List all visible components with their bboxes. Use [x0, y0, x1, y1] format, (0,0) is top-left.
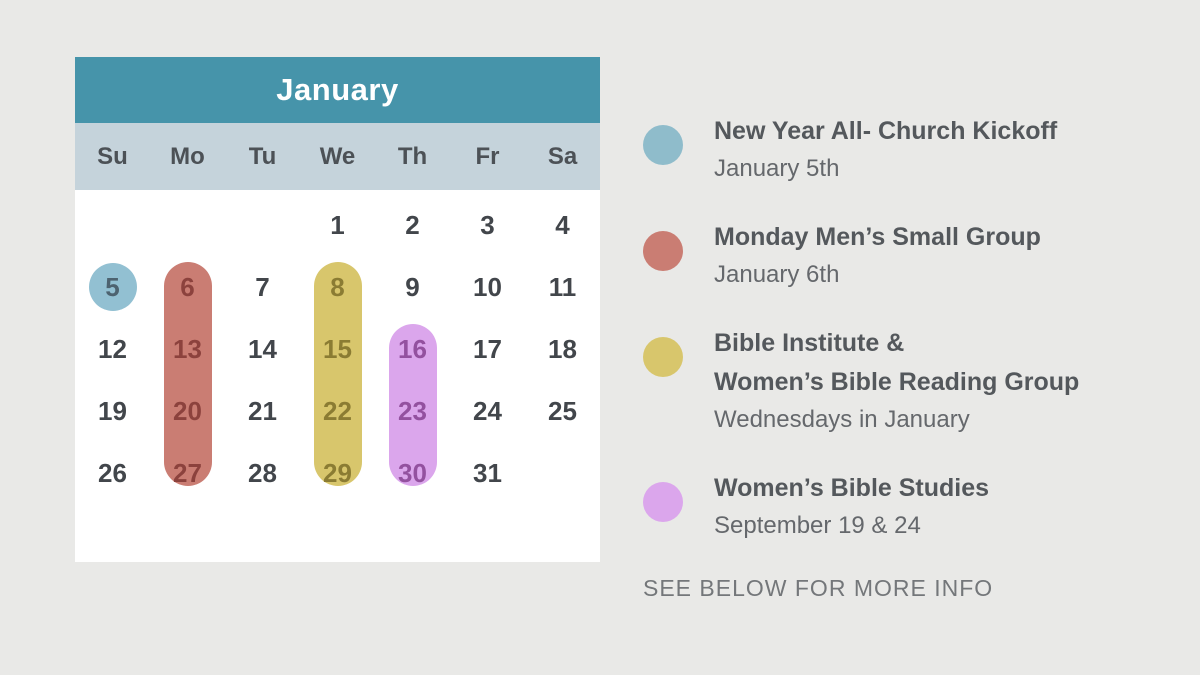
calendar-day-cell: 27 [173, 457, 202, 488]
calendar-day-cell: 1 [330, 209, 345, 240]
day-name-we: We [319, 142, 356, 170]
calendar-date-grid: 1 2 3 4 5 6 7 8 9 10 11 12 13 14 15 16 17 18 19 20 21 22 23 24 2… [75, 190, 600, 562]
legend-entry-date: September 19 & 24 [714, 512, 921, 539]
calendar-day-cell: 21 [248, 395, 277, 426]
calendar-month-title: January [276, 72, 399, 107]
legend-dot-icon [643, 231, 683, 271]
calendar-day-cell: 28 [248, 457, 277, 488]
calendar-day-cell: 30 [398, 457, 427, 488]
legend-entry-monday-mens-group: Monday Men’s Small Group January 6th [643, 218, 1183, 292]
calendar-day-cell: 7 [255, 271, 270, 302]
legend-entry-title: New Year All- Church Kickoff [714, 117, 1058, 145]
legend-entries: New Year All- Church Kickoff January 5th M… [643, 112, 1183, 543]
calendar-day-cell: 18 [548, 333, 577, 364]
calendar-day-cell: 26 [98, 457, 127, 488]
highlight-pill-wednesday-bible [313, 262, 362, 486]
legend-entry-text: New Year All- Church Kickoff January 5th [714, 112, 1057, 186]
calendar-day-cell: 15 [323, 333, 352, 364]
calendar-cells: 1 2 3 4 5 6 7 8 9 10 11 12 13 14 15 16 17 18 19 20 21 22 23 24 2… [75, 194, 600, 504]
legend-entry-new-year-kickoff: New Year All- Church Kickoff January 5th [643, 112, 1183, 186]
calendar-day-cell: 13 [173, 333, 202, 364]
calendar-day-cell: 25 [548, 395, 577, 426]
calendar-day-cell: 20 [173, 395, 202, 426]
legend-entry-title: Women’s Bible Studies [714, 474, 990, 502]
calendar-empty-cell [525, 442, 600, 504]
highlight-pill-monday-mens-group [163, 262, 212, 486]
calendar-empty-cell [225, 194, 300, 256]
calendar-day-names-row: Su Mo Tu We Th Fr Sa [75, 123, 600, 190]
calendar-day-cell: 8 [330, 271, 345, 302]
calendar-day-cell: 23 [398, 395, 427, 426]
legend-dot-icon [643, 337, 683, 377]
legend-entry-date: January 6th [714, 261, 840, 288]
calendar-day-cell: 5 [105, 271, 120, 302]
calendar-day-cell: 14 [248, 333, 277, 364]
highlight-circle-new-year-kickoff [88, 263, 137, 311]
legend-entry-date: January 5th [714, 155, 840, 182]
day-name-tu: Tu [248, 142, 277, 170]
day-name-sa: Sa [547, 142, 578, 170]
highlight-pill-womens-bible-studies [388, 324, 437, 486]
legend-entry-text: Bible Institute & Women’s Bible Reading G… [714, 324, 1079, 437]
legend-entry-text: Women’s Bible Studies September 19 & 24 [714, 469, 989, 543]
calendar-day-cell: 22 [323, 395, 352, 426]
calendar-day-cell: 2 [405, 209, 420, 240]
calendar-empty-cell [150, 194, 225, 256]
calendar-day-cell: 31 [473, 457, 502, 488]
legend-entry-title: Women’s Bible Reading Group [714, 368, 1080, 396]
legend-entry-title: Bible Institute & [714, 329, 905, 357]
day-name-su: Su [97, 142, 128, 170]
calendar-day-cell: 9 [405, 271, 420, 302]
calendar-day-cell: 19 [98, 395, 127, 426]
calendar-day-cell: 3 [480, 209, 495, 240]
calendar-empty-cell [75, 194, 150, 256]
calendar-day-cell: 10 [473, 271, 502, 302]
legend-entry-text: Monday Men’s Small Group January 6th [714, 218, 1041, 292]
day-name-mo: Mo [170, 142, 205, 170]
calendar-day-cell: 16 [398, 333, 427, 364]
legend-entry-date: Wednesdays in January [714, 406, 970, 433]
calendar-day-cell: 12 [98, 333, 127, 364]
calendar-day-cell: 11 [548, 271, 577, 302]
legend-footer-note: SEE BELOW FOR MORE INFO [643, 575, 994, 601]
day-name-fr: Fr [475, 142, 500, 170]
calendar-day-cell: 24 [473, 395, 502, 426]
event-legend: New Year All- Church Kickoff January 5th M… [643, 112, 1183, 602]
calendar-day-cell: 29 [323, 457, 352, 488]
calendar-day-cell: 6 [180, 271, 195, 302]
day-name-th: Th [397, 142, 428, 170]
legend-entry-title: Monday Men’s Small Group [714, 223, 1041, 251]
calendar-day-cell: 17 [473, 333, 502, 364]
calendar: January Su Mo Tu We Th Fr Sa 1 2 3 4 5 6 7 8 9 10 11 12 13… [75, 57, 600, 562]
legend-dot-icon [643, 125, 683, 165]
calendar-day-cell: 4 [555, 209, 570, 240]
legend-entry-wednesday-bible: Bible Institute & Women’s Bible Reading G… [643, 324, 1183, 437]
calendar-month-header: January [75, 57, 600, 123]
legend-dot-icon [643, 482, 683, 522]
legend-entry-womens-bible-studies: Women’s Bible Studies September 19 & 24 [643, 469, 1183, 543]
